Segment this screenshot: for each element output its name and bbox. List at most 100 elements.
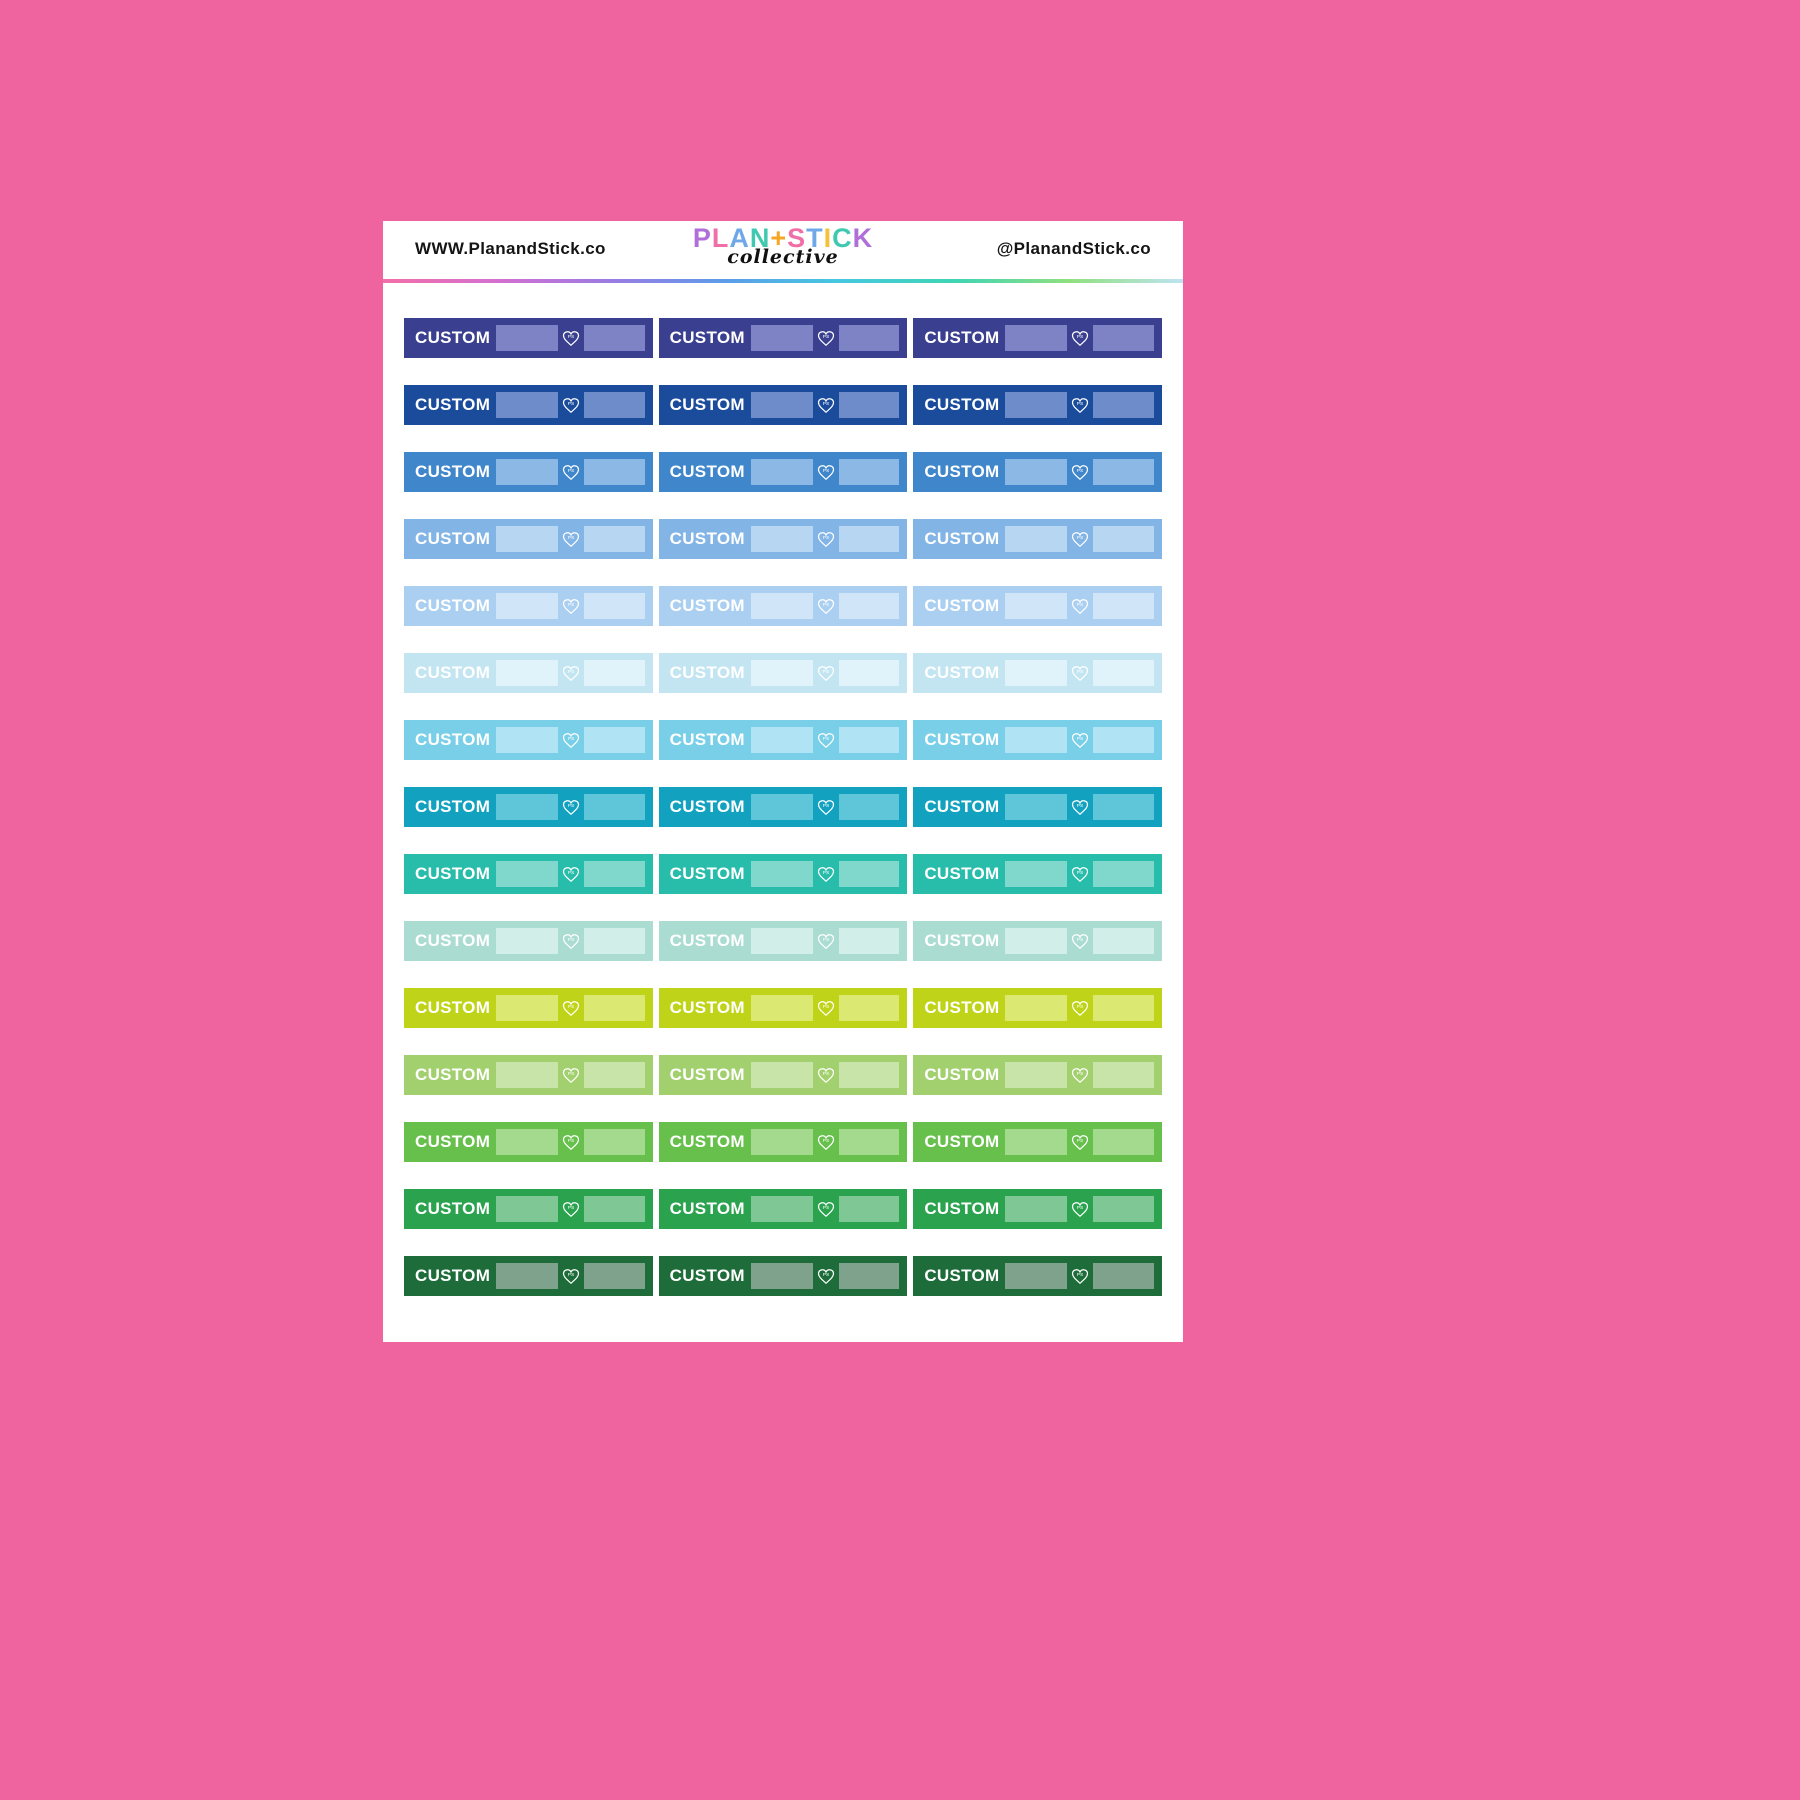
write-in-box	[1005, 1062, 1068, 1088]
sticker-label-text: CUSTOM	[415, 797, 491, 816]
write-in-box	[1093, 392, 1154, 418]
sticker-label-text: CUSTOM	[924, 328, 1000, 347]
write-in-box	[1005, 727, 1068, 753]
heart-icon-wrap: PS	[813, 665, 839, 682]
sticker-label-text: CUSTOM	[669, 864, 745, 883]
write-in-box	[1093, 995, 1154, 1021]
write-in-box	[584, 1129, 645, 1155]
heart-icon-wrap: PS	[813, 330, 839, 347]
logo-letter: +	[770, 223, 788, 253]
svg-text:PS: PS	[568, 1138, 575, 1144]
heart-icon-wrap: PS	[1067, 1067, 1093, 1084]
svg-text:PS: PS	[1077, 803, 1084, 809]
sticker-custom-label-forest-green: CUSTOM PS	[404, 1256, 653, 1296]
heart-logo-icon: PS	[817, 1067, 834, 1083]
sticker-custom-label-mint: CUSTOM PS	[913, 921, 1162, 961]
sticker-custom-label-light-blue: CUSTOM PS	[658, 519, 908, 559]
sticker-custom-label-mint: CUSTOM PS	[658, 921, 908, 961]
write-in-box	[750, 660, 813, 686]
heart-icon-wrap: PS	[1067, 397, 1093, 414]
sticker-label-text: CUSTOM	[669, 328, 745, 347]
heart-icon-wrap: PS	[813, 933, 839, 950]
sticker-custom-label-pale-blue: CUSTOM PS	[404, 586, 653, 626]
write-in-box	[838, 1196, 900, 1222]
write-in-box	[584, 392, 645, 418]
write-in-box	[1093, 593, 1154, 619]
sticker-custom-label-royal-blue: CUSTOM PS	[658, 385, 908, 425]
svg-text:PS: PS	[1077, 1004, 1084, 1010]
heart-icon-wrap: PS	[558, 1067, 584, 1084]
heart-icon-wrap: PS	[1067, 531, 1093, 548]
svg-text:PS: PS	[823, 1138, 830, 1144]
svg-text:PS: PS	[823, 602, 830, 608]
heart-icon-wrap: PS	[558, 397, 584, 414]
sticker-custom-label-pale-blue: CUSTOM PS	[658, 586, 908, 626]
write-in-box	[1005, 325, 1068, 351]
write-in-box	[584, 1196, 645, 1222]
heart-logo-icon: PS	[817, 464, 834, 480]
sticker-label-text: CUSTOM	[415, 395, 491, 414]
write-in-box	[1005, 392, 1068, 418]
sticker-label-text: CUSTOM	[415, 1199, 491, 1218]
write-in-box	[496, 727, 559, 753]
write-in-box	[584, 727, 645, 753]
heart-icon-wrap: PS	[558, 933, 584, 950]
sticker-custom-label-light-blue: CUSTOM PS	[404, 519, 653, 559]
write-in-box	[1093, 1062, 1154, 1088]
write-in-box	[838, 794, 900, 820]
write-in-box	[496, 1196, 559, 1222]
svg-text:PS: PS	[823, 1004, 830, 1010]
svg-text:PS: PS	[823, 334, 830, 340]
write-in-box	[1005, 593, 1068, 619]
svg-text:PS: PS	[568, 937, 575, 943]
heart-icon-wrap: PS	[1067, 1268, 1093, 1285]
write-in-box	[496, 459, 559, 485]
sticker-label-text: CUSTOM	[669, 797, 745, 816]
heart-icon-wrap: PS	[1067, 1201, 1093, 1218]
write-in-box	[496, 526, 559, 552]
sticker-label-text: CUSTOM	[924, 730, 1000, 749]
heart-icon-wrap: PS	[813, 1067, 839, 1084]
sticker-label-text: CUSTOM	[669, 931, 745, 950]
sticker-label-text: CUSTOM	[924, 1132, 1000, 1151]
write-in-box	[838, 526, 900, 552]
sticker-label-text: CUSTOM	[669, 1266, 745, 1285]
sticker-custom-label-green: CUSTOM PS	[658, 1122, 908, 1162]
heart-logo-icon: PS	[563, 866, 580, 882]
sticker-custom-label-teal-green: CUSTOM PS	[913, 854, 1162, 894]
write-in-box	[838, 392, 900, 418]
heart-icon-wrap: PS	[813, 1000, 839, 1017]
write-in-box	[838, 459, 900, 485]
svg-text:PS: PS	[823, 401, 830, 407]
sticker-label-text: CUSTOM	[924, 1266, 1000, 1285]
heart-logo-icon: PS	[1072, 665, 1089, 681]
heart-icon-wrap: PS	[558, 799, 584, 816]
rainbow-divider	[383, 279, 1183, 283]
sticker-label-text: CUSTOM	[669, 730, 745, 749]
sticker-label-text: CUSTOM	[924, 797, 1000, 816]
sticker-label-text: CUSTOM	[924, 462, 1000, 481]
sticker-custom-label-yellow-green: CUSTOM PS	[658, 1055, 908, 1095]
heart-logo-icon: PS	[1072, 598, 1089, 614]
write-in-box	[1093, 1263, 1154, 1289]
write-in-box	[1093, 928, 1154, 954]
heart-logo-icon: PS	[563, 598, 580, 614]
sticker-label-text: CUSTOM	[669, 1199, 745, 1218]
write-in-box	[750, 459, 813, 485]
write-in-box	[838, 1129, 900, 1155]
write-in-box	[584, 1263, 645, 1289]
heart-icon-wrap: PS	[558, 464, 584, 481]
write-in-box	[838, 861, 900, 887]
write-in-box	[1005, 526, 1068, 552]
write-in-box	[838, 727, 900, 753]
write-in-box	[584, 459, 645, 485]
sticker-label-text: CUSTOM	[415, 864, 491, 883]
logo-letter: P	[692, 223, 712, 253]
heart-logo-icon: PS	[817, 866, 834, 882]
heart-logo-icon: PS	[1072, 866, 1089, 882]
sticker-custom-label-indigo: CUSTOM PS	[658, 318, 908, 358]
svg-text:PS: PS	[568, 401, 575, 407]
write-in-box	[1005, 928, 1068, 954]
write-in-box	[1093, 526, 1154, 552]
sticker-custom-label-teal-blue: CUSTOM PS	[404, 787, 653, 827]
